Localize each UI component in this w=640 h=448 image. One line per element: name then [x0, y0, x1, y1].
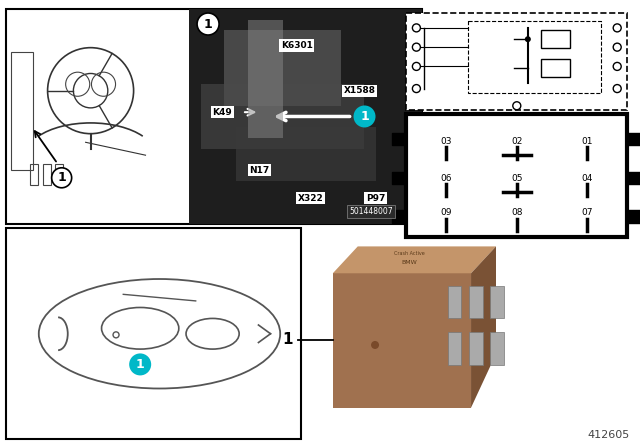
- Circle shape: [525, 36, 531, 42]
- Circle shape: [412, 62, 420, 70]
- Bar: [541, 30, 570, 48]
- Bar: [201, 84, 364, 149]
- Bar: [627, 172, 640, 185]
- Circle shape: [613, 24, 621, 32]
- Bar: [6, 228, 301, 439]
- Text: 06: 06: [440, 174, 452, 183]
- Bar: [248, 20, 283, 138]
- Bar: [6, 9, 422, 224]
- Text: 03: 03: [440, 137, 452, 146]
- Text: 08: 08: [511, 208, 522, 217]
- Text: 05: 05: [511, 174, 522, 183]
- Bar: [448, 332, 461, 365]
- Polygon shape: [471, 246, 496, 408]
- Bar: [541, 59, 570, 77]
- Bar: [448, 286, 461, 318]
- Ellipse shape: [102, 307, 179, 349]
- Circle shape: [412, 85, 420, 93]
- Text: Crash Active: Crash Active: [394, 251, 425, 256]
- Bar: [30, 164, 38, 185]
- Bar: [469, 286, 483, 318]
- Text: 1: 1: [360, 110, 369, 123]
- Circle shape: [513, 102, 521, 110]
- Bar: [392, 172, 406, 185]
- Bar: [12, 52, 33, 170]
- Ellipse shape: [39, 279, 280, 388]
- Text: 412605: 412605: [588, 430, 630, 440]
- Bar: [490, 286, 504, 318]
- Circle shape: [353, 105, 376, 128]
- Text: 1: 1: [204, 17, 212, 30]
- Bar: [236, 127, 376, 181]
- Circle shape: [129, 353, 151, 375]
- Circle shape: [613, 85, 621, 93]
- Circle shape: [52, 168, 72, 188]
- Bar: [392, 210, 406, 223]
- Bar: [406, 114, 627, 237]
- Bar: [627, 210, 640, 223]
- Bar: [189, 9, 422, 224]
- Bar: [333, 273, 471, 408]
- Text: X322: X322: [298, 194, 323, 202]
- Bar: [43, 164, 51, 185]
- Bar: [56, 164, 63, 185]
- Text: X1588: X1588: [344, 86, 376, 95]
- Circle shape: [113, 332, 119, 338]
- Text: 501448007: 501448007: [349, 207, 393, 215]
- Text: 02: 02: [511, 137, 522, 146]
- Bar: [392, 133, 406, 145]
- Text: 04: 04: [582, 174, 593, 183]
- Text: 1: 1: [282, 332, 293, 347]
- Circle shape: [412, 24, 420, 32]
- Circle shape: [613, 43, 621, 51]
- Ellipse shape: [186, 319, 239, 349]
- Text: 1: 1: [57, 171, 66, 184]
- Text: 07: 07: [582, 208, 593, 217]
- Bar: [627, 133, 640, 145]
- Circle shape: [613, 62, 621, 70]
- Text: K49: K49: [212, 108, 232, 116]
- Polygon shape: [333, 246, 496, 273]
- Bar: [225, 30, 341, 106]
- Text: N17: N17: [249, 166, 269, 175]
- Circle shape: [371, 341, 379, 349]
- Bar: [406, 13, 627, 110]
- Text: 09: 09: [440, 208, 452, 217]
- Bar: [469, 332, 483, 365]
- Bar: [490, 332, 504, 365]
- Text: BMW: BMW: [402, 260, 417, 265]
- Bar: [468, 21, 601, 93]
- Text: 01: 01: [582, 137, 593, 146]
- Circle shape: [412, 43, 420, 51]
- Text: 1: 1: [136, 358, 145, 371]
- Circle shape: [197, 13, 219, 35]
- Text: P97: P97: [366, 194, 385, 202]
- Text: K6301: K6301: [281, 41, 312, 50]
